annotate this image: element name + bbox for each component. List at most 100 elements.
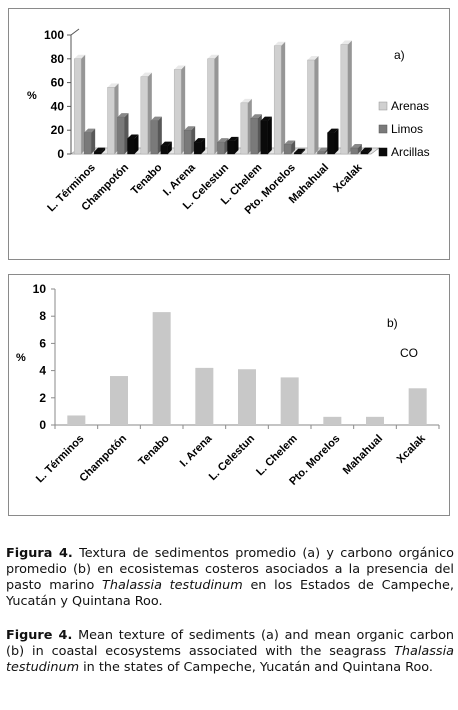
bar-top (327, 128, 339, 133)
bar-co (323, 416, 342, 425)
y-tick-label: 4 (39, 364, 46, 378)
y-tick-label: 2 (39, 391, 46, 405)
bar-top (317, 147, 329, 152)
bar-top (84, 128, 96, 133)
category-label: Xcalak (395, 432, 429, 466)
bar-side (157, 116, 162, 154)
bar-limos (317, 151, 325, 155)
y-tick-label: 0 (57, 147, 64, 161)
bar-top (127, 134, 139, 139)
bar-side (267, 116, 272, 154)
bar-top (207, 54, 219, 59)
bar-co (67, 415, 86, 425)
bar-arenas (173, 69, 182, 155)
bar-side (101, 147, 106, 154)
panel-label: a) (394, 48, 405, 62)
caption-es-text-1: Textura de sedimentos promedio (a) y car… (6, 546, 454, 593)
panel-label: b) (387, 316, 398, 330)
bar-arenas (107, 87, 115, 155)
bar-limos (217, 141, 225, 155)
bar-limos (150, 120, 159, 155)
y-tick-label: 10 (33, 282, 47, 296)
bar-top (194, 138, 206, 143)
bar-arcillas (193, 141, 202, 155)
caption-es-text-2: en los Estados de Campeche, Yucatán y Qu… (6, 578, 454, 609)
bar-top (360, 147, 372, 152)
y-tick-label: 100 (44, 28, 64, 42)
bar-co (280, 377, 299, 425)
y-tick-label: 6 (39, 336, 46, 350)
bar-limos (183, 129, 192, 155)
caption-english: Figure 4. Mean texture of sediments (a) … (6, 628, 454, 676)
bar-side (214, 54, 219, 154)
caption-spanish: Figura 4. Textura de sedimentos promedio… (6, 546, 454, 610)
y-tick-label: 40 (51, 99, 65, 113)
bar-arcillas (327, 132, 335, 155)
bar-side (301, 148, 306, 154)
y-tick-label: 0 (39, 418, 46, 432)
legend-swatch-arenas (378, 101, 388, 111)
bar-limos (350, 147, 359, 155)
y-tick-label: 20 (51, 123, 65, 137)
bar-side (367, 147, 372, 154)
bar-side (291, 140, 296, 154)
series-label: CO (400, 346, 418, 360)
caption-es-label: Figura 4. (6, 546, 73, 561)
bar-top (160, 141, 172, 146)
legend-label-arenas: Arenas (391, 99, 429, 113)
chart-panel-b: 0 2 4 6 8 10% b) CO L. Términos Champotón Tenabo I.… (8, 274, 450, 516)
bar-top (274, 41, 286, 46)
bar-top (74, 54, 86, 59)
bar-arenas (307, 59, 315, 155)
bar-co (238, 369, 256, 425)
bar-top (260, 116, 272, 121)
category-label: L. Chelem (254, 432, 300, 478)
y-tick-label: 80 (51, 52, 65, 66)
category-label: Tenabo (129, 161, 165, 197)
bar-side (201, 138, 206, 154)
bar-arcillas (260, 120, 269, 155)
bar-side (167, 141, 172, 154)
bar-limos (117, 116, 125, 155)
bar-top (350, 144, 362, 149)
bar-co (408, 388, 427, 425)
bar-side (81, 54, 86, 154)
bar-limos (283, 144, 292, 155)
caption-es-species: Thalassia testudinum (102, 578, 243, 593)
bar-arcillas (360, 151, 369, 155)
bar-arenas (340, 44, 349, 155)
bar-side (357, 144, 362, 154)
caption-en-species: Thalassia testudinum (6, 644, 454, 675)
legend-label-arcillas: Arcillas (391, 145, 430, 159)
bar-side (134, 134, 139, 154)
bar-side (234, 136, 239, 154)
legend-label-limos: Limos (391, 122, 423, 136)
bar-top (340, 40, 352, 45)
bar-arenas (207, 58, 215, 155)
category-label: L. Celestun (207, 432, 258, 483)
y-axis-label: % (16, 352, 26, 364)
bar-top (284, 140, 296, 145)
bar-arcillas (227, 140, 235, 155)
bar-top (140, 72, 152, 77)
bar-top (240, 98, 252, 103)
bar-arenas (140, 76, 149, 155)
y-tick-label: 8 (39, 309, 46, 323)
bar-arenas (240, 102, 249, 155)
bar-arcillas (293, 152, 302, 155)
y-axis-label: % (27, 90, 37, 102)
bar-co (152, 312, 171, 425)
bar-arcillas (93, 151, 102, 155)
bar-top (174, 65, 186, 70)
bar-top (250, 114, 262, 119)
bar-top (227, 136, 239, 141)
bar-arcillas (127, 138, 135, 155)
bar-side (314, 55, 319, 154)
caption-en-label: Figure 4. (6, 628, 73, 643)
caption-en-text-1: Mean texture of sediments (a) and mean o… (6, 628, 455, 659)
bar-side (347, 40, 352, 154)
category-label: Xcalak (331, 161, 365, 195)
bar-arenas (73, 58, 82, 155)
bar-co (110, 376, 128, 425)
